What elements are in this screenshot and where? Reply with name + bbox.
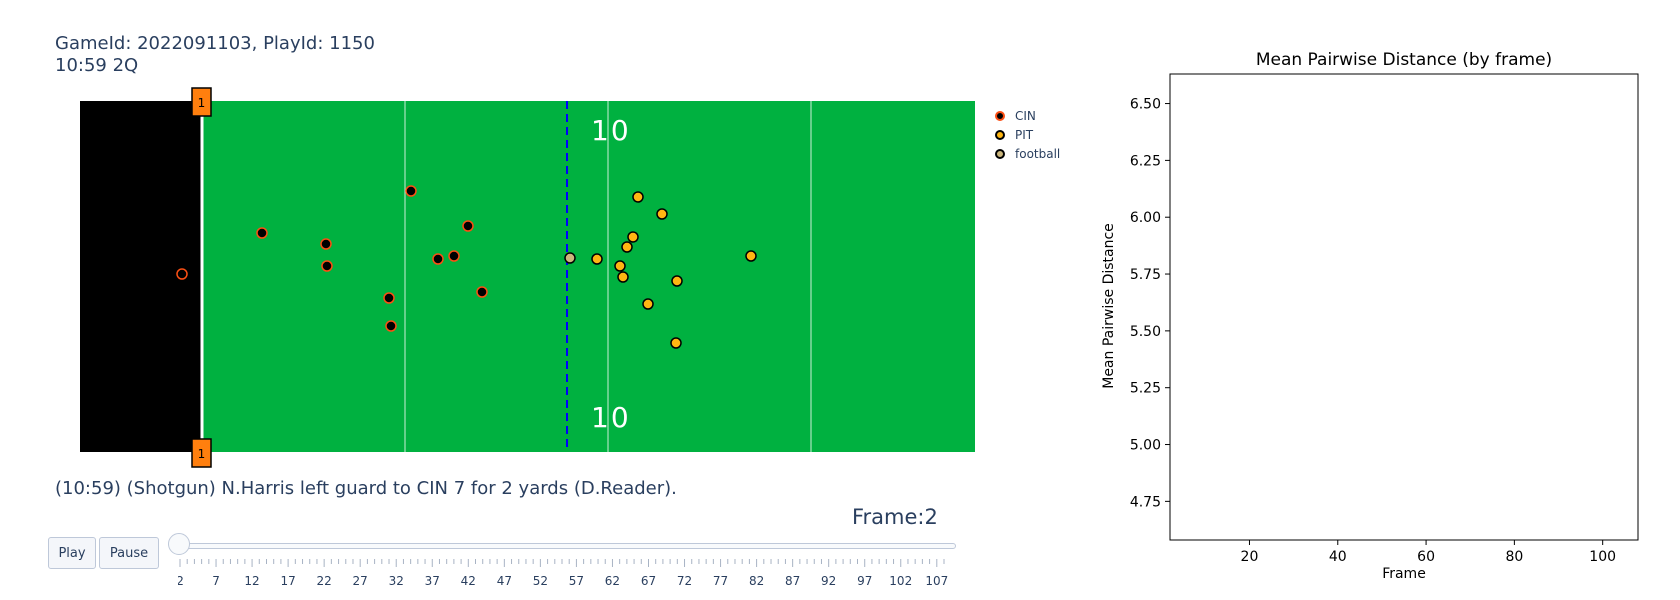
slider-tick-label: 27 — [353, 574, 368, 588]
football-marker-icon — [995, 149, 1005, 159]
y-tick-label: 5.75 — [1130, 267, 1161, 283]
legend-item-football[interactable]: football — [995, 147, 1060, 161]
game-clock-text: 10:59 2Q — [55, 55, 139, 76]
x-tick-label: 80 — [1505, 549, 1523, 565]
slider-tick-label: 77 — [713, 574, 728, 588]
pylon-top — [191, 87, 212, 117]
slider-tick-label: 42 — [461, 574, 476, 588]
endzone — [80, 101, 201, 452]
slider-tick-label: 87 — [785, 574, 800, 588]
chart-title: Mean Pairwise Distance (by frame) — [1256, 50, 1552, 70]
y-axis-label: Mean Pairwise Distance — [1101, 223, 1117, 389]
football — [564, 252, 576, 264]
yard-number-bottom: 10 — [591, 401, 631, 434]
x-tick-label: 20 — [1241, 549, 1259, 565]
cin-marker-icon — [995, 111, 1005, 121]
pit-player — [591, 253, 603, 265]
slider-tick-label: 102 — [889, 574, 912, 588]
x-tick-label: 60 — [1417, 549, 1435, 565]
pit-marker-icon — [995, 130, 1005, 140]
cin-player — [432, 253, 444, 265]
turf — [80, 101, 975, 452]
pylon-bottom-label: 1 — [198, 447, 206, 461]
slider-tick-label: 2 — [178, 574, 184, 588]
play-description: (10:59) (Shotgun) N.Harris left guard to… — [55, 478, 677, 499]
cin-player — [385, 320, 397, 332]
pit-player — [656, 208, 668, 220]
pit-player — [642, 298, 654, 310]
y-tick-label: 5.00 — [1130, 438, 1161, 454]
y-tick-label: 6.50 — [1130, 97, 1161, 113]
x-tick-label: 100 — [1589, 549, 1616, 565]
slider-tick-label: 7 — [212, 574, 220, 588]
cin-player — [405, 185, 417, 197]
game-title: GameId: 2022091103, PlayId: 1150 10:59 2Q — [55, 33, 375, 77]
frame-slider-handle[interactable] — [168, 533, 190, 555]
slider-tick-label: 97 — [857, 574, 872, 588]
distance-chart: Mean Pairwise Distance (by frame) 4.75 5.… — [1101, 50, 1639, 582]
pit-player — [621, 241, 633, 253]
pylon-top-label: 1 — [198, 96, 206, 110]
frame-slider-rail[interactable] — [178, 543, 956, 549]
slider-tick-label: 92 — [821, 574, 836, 588]
x-axis-ticks: 20 40 60 80 100 — [1241, 540, 1616, 565]
slider-tick-label: 82 — [749, 574, 764, 588]
cin-player — [320, 238, 332, 250]
legend-label: CIN — [1015, 109, 1036, 123]
slider-tick-label: 47 — [497, 574, 512, 588]
y-tick-label: 5.25 — [1130, 381, 1161, 397]
slider-tick-label: 32 — [389, 574, 404, 588]
pit-player — [632, 191, 644, 203]
pit-player — [627, 231, 639, 243]
y-tick-label: 4.75 — [1130, 494, 1161, 510]
pit-player — [670, 337, 682, 349]
pit-player — [671, 275, 683, 287]
slider-tick-label: 52 — [533, 574, 548, 588]
pylon-bottom — [191, 438, 212, 468]
legend-label: PIT — [1015, 128, 1034, 142]
cin-player — [476, 286, 488, 298]
y-axis-ticks: 4.75 5.00 5.25 5.50 5.75 6.00 6.25 6.50 — [1130, 97, 1170, 510]
cin-player — [256, 227, 268, 239]
slider-tick-label: 12 — [244, 574, 259, 588]
play-button[interactable]: Play — [48, 537, 96, 569]
cin-player — [176, 268, 188, 280]
y-tick-label: 6.25 — [1130, 153, 1161, 169]
legend-item-cin[interactable]: CIN — [995, 109, 1036, 123]
x-tick-label: 40 — [1329, 549, 1347, 565]
slider-tick-label: 72 — [677, 574, 692, 588]
legend-label: football — [1015, 147, 1061, 161]
slider-tick-label: 17 — [280, 574, 295, 588]
pit-player — [614, 260, 626, 272]
slider-tick-label: 22 — [317, 574, 332, 588]
football-field: 10 10 1 1 — [80, 87, 975, 468]
yard-number-top: 10 — [591, 114, 631, 147]
pause-button[interactable]: Pause — [99, 537, 159, 569]
slider-tick-label: 37 — [425, 574, 440, 588]
cin-player — [462, 220, 474, 232]
y-tick-label: 5.50 — [1130, 324, 1161, 340]
frame-label: Frame:2 — [852, 505, 938, 529]
slider-tick-label: 67 — [641, 574, 656, 588]
plot-area — [1169, 73, 1639, 541]
slider-tick-label: 57 — [569, 574, 584, 588]
y-tick-label: 6.00 — [1130, 210, 1161, 226]
slider-tick-label: 62 — [605, 574, 620, 588]
cin-player — [321, 260, 333, 272]
legend-item-pit[interactable]: PIT — [995, 128, 1033, 142]
slider-tick-label: 107 — [925, 574, 948, 588]
pit-player — [617, 271, 629, 283]
x-axis-label: Frame — [1382, 566, 1426, 582]
cin-player — [383, 292, 395, 304]
cin-player — [448, 250, 460, 262]
frame-slider-ticks: 2 7 12 17 22 27 32 37 42 47 52 57 62 67 72 77 82 87 92 97 10… — [178, 559, 948, 588]
pit-player — [745, 250, 757, 262]
game-id-text: GameId: 2022091103, PlayId: 1150 — [55, 33, 375, 54]
